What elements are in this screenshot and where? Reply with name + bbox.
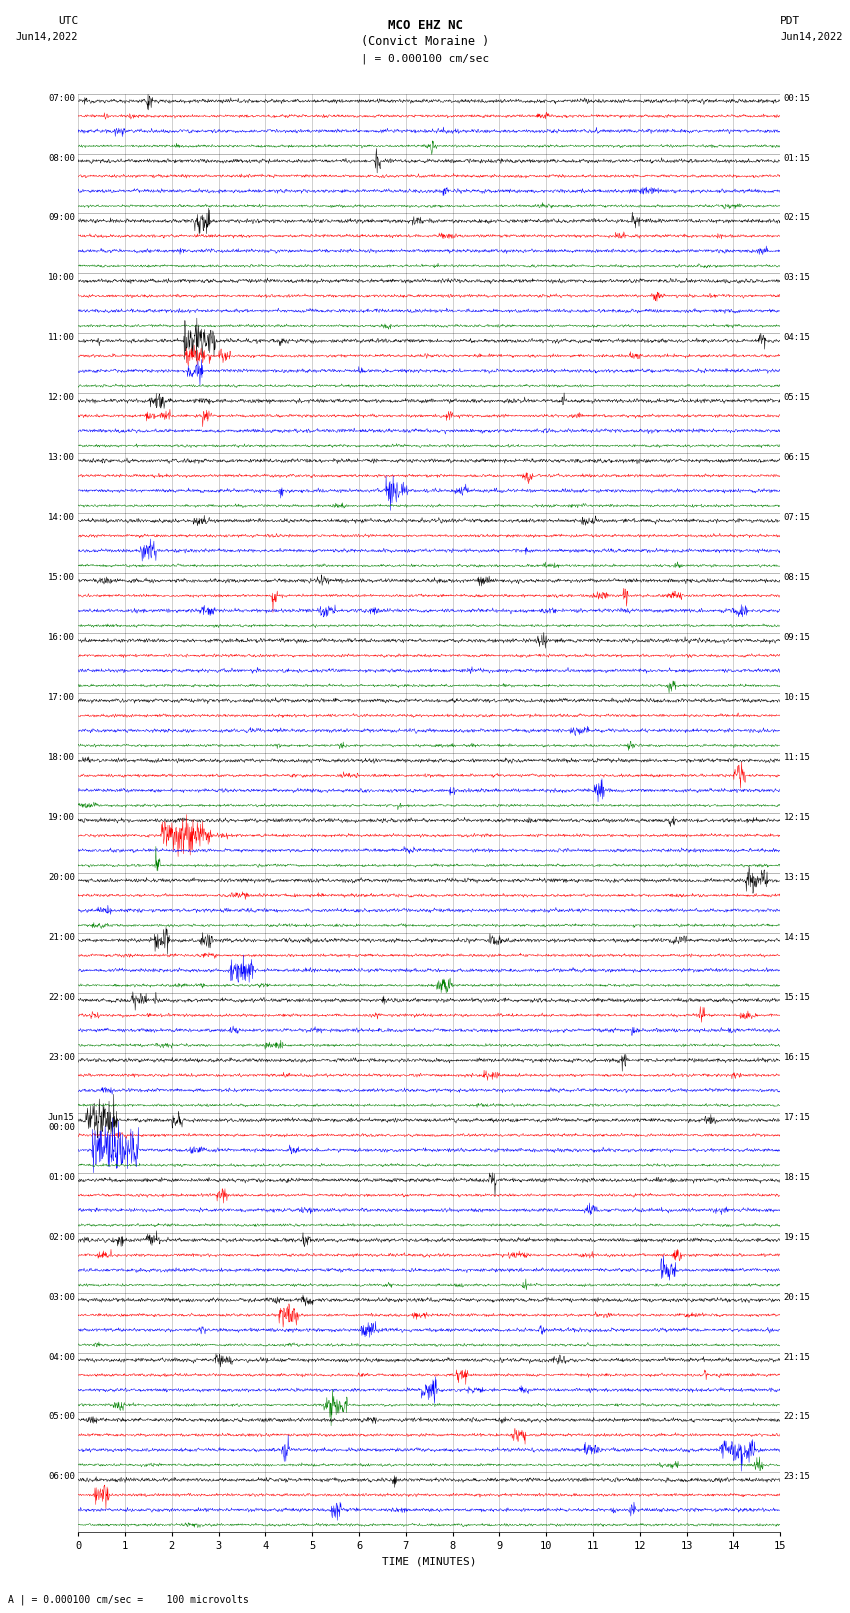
Text: | = 0.000100 cm/sec: | = 0.000100 cm/sec (361, 53, 489, 65)
Text: 20:00: 20:00 (48, 873, 75, 882)
Text: 01:00: 01:00 (48, 1173, 75, 1182)
Text: 19:15: 19:15 (784, 1232, 811, 1242)
Text: 13:15: 13:15 (784, 873, 811, 882)
Text: 18:00: 18:00 (48, 753, 75, 761)
Text: 12:15: 12:15 (784, 813, 811, 823)
Text: 14:15: 14:15 (784, 932, 811, 942)
Text: UTC: UTC (58, 16, 78, 26)
Text: 09:00: 09:00 (48, 213, 75, 223)
X-axis label: TIME (MINUTES): TIME (MINUTES) (382, 1557, 477, 1566)
Text: Jun14,2022: Jun14,2022 (15, 32, 78, 42)
Text: 19:00: 19:00 (48, 813, 75, 823)
Text: 14:00: 14:00 (48, 513, 75, 523)
Text: 15:15: 15:15 (784, 994, 811, 1002)
Text: 16:15: 16:15 (784, 1053, 811, 1061)
Text: 09:15: 09:15 (784, 634, 811, 642)
Text: Jun14,2022: Jun14,2022 (780, 32, 843, 42)
Text: 00:15: 00:15 (784, 94, 811, 103)
Text: 17:00: 17:00 (48, 694, 75, 702)
Text: 22:00: 22:00 (48, 994, 75, 1002)
Text: 06:00: 06:00 (48, 1473, 75, 1481)
Text: 05:00: 05:00 (48, 1413, 75, 1421)
Text: 13:00: 13:00 (48, 453, 75, 463)
Text: 08:00: 08:00 (48, 153, 75, 163)
Text: 06:15: 06:15 (784, 453, 811, 463)
Text: 20:15: 20:15 (784, 1292, 811, 1302)
Text: 02:15: 02:15 (784, 213, 811, 223)
Text: 02:00: 02:00 (48, 1232, 75, 1242)
Text: 01:15: 01:15 (784, 153, 811, 163)
Text: PDT: PDT (780, 16, 801, 26)
Text: 22:15: 22:15 (784, 1413, 811, 1421)
Text: 11:15: 11:15 (784, 753, 811, 761)
Text: 12:00: 12:00 (48, 394, 75, 402)
Text: 21:15: 21:15 (784, 1352, 811, 1361)
Text: 03:15: 03:15 (784, 273, 811, 282)
Text: 23:00: 23:00 (48, 1053, 75, 1061)
Text: 21:00: 21:00 (48, 932, 75, 942)
Text: MCO EHZ NC: MCO EHZ NC (388, 19, 462, 32)
Text: A | = 0.000100 cm/sec =    100 microvolts: A | = 0.000100 cm/sec = 100 microvolts (8, 1594, 249, 1605)
Text: 03:00: 03:00 (48, 1292, 75, 1302)
Text: 16:00: 16:00 (48, 634, 75, 642)
Text: 07:15: 07:15 (784, 513, 811, 523)
Text: 10:00: 10:00 (48, 273, 75, 282)
Text: 17:15: 17:15 (784, 1113, 811, 1121)
Text: 04:15: 04:15 (784, 334, 811, 342)
Text: (Convict Moraine ): (Convict Moraine ) (361, 35, 489, 48)
Text: 07:00: 07:00 (48, 94, 75, 103)
Text: 04:00: 04:00 (48, 1352, 75, 1361)
Text: 10:15: 10:15 (784, 694, 811, 702)
Text: 23:15: 23:15 (784, 1473, 811, 1481)
Text: 18:15: 18:15 (784, 1173, 811, 1182)
Text: 08:15: 08:15 (784, 573, 811, 582)
Text: Jun15
00:00: Jun15 00:00 (48, 1113, 75, 1132)
Text: 05:15: 05:15 (784, 394, 811, 402)
Text: 11:00: 11:00 (48, 334, 75, 342)
Text: 15:00: 15:00 (48, 573, 75, 582)
